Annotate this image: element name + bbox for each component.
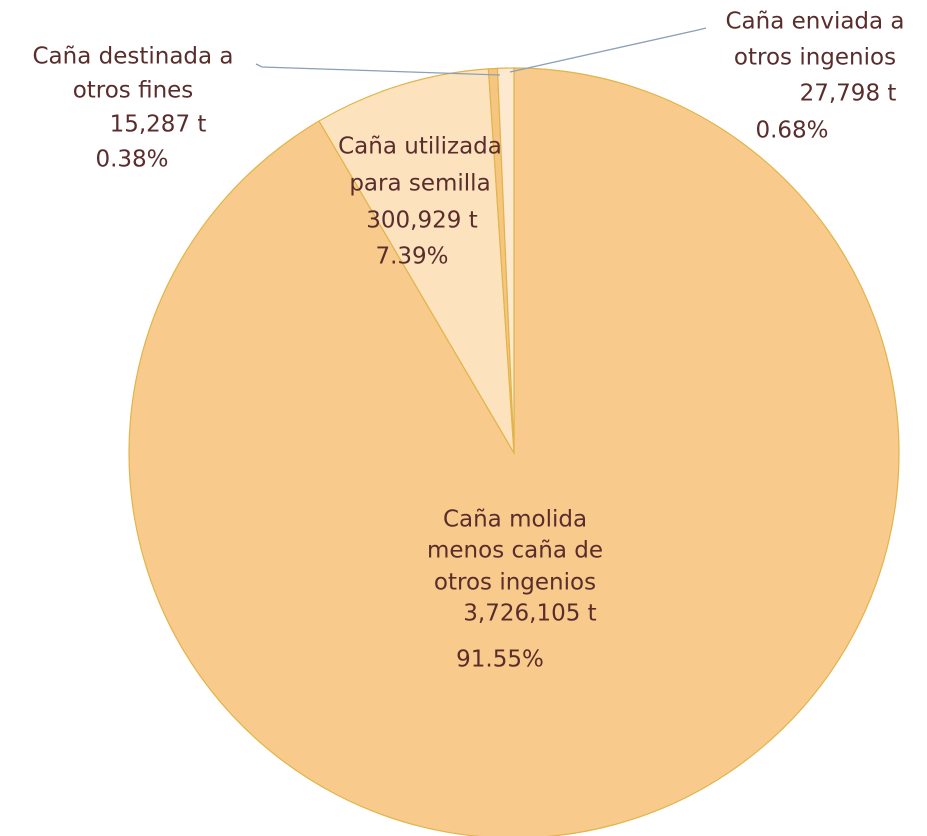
leader-line	[509, 27, 707, 73]
slice-label: Caña destinada a	[32, 44, 233, 70]
pie-slice	[496, 67, 515, 454]
value-label: 300,929 t	[366, 208, 477, 234]
slice-label: para semilla	[349, 171, 490, 197]
slice-label: menos caña de	[427, 538, 603, 564]
value-label: 15,287 t	[110, 112, 207, 138]
percent-label: 7.39%	[375, 244, 448, 270]
percent-label: 0.68%	[755, 118, 828, 144]
pie-slice	[318, 68, 515, 454]
slice-label: otros fines	[73, 78, 194, 104]
slice-label: Caña utilizada	[338, 134, 502, 160]
slice-label: Caña molida	[443, 507, 587, 533]
labels: Caña molida menos caña de otros ingenios 3,…	[32, 9, 904, 673]
percent-label: 91.55%	[456, 647, 544, 673]
value-label: 27,798 t	[800, 81, 897, 107]
slice-label: otros ingenios	[734, 45, 896, 71]
percent-label: 0.38%	[95, 147, 168, 173]
value-label: 3,726,105 t	[463, 601, 596, 627]
slice-label: Caña enviada a	[725, 9, 904, 35]
leader-line	[255, 63, 501, 76]
pie	[128, 67, 900, 836]
slice-label: otros ingenios	[434, 570, 596, 596]
